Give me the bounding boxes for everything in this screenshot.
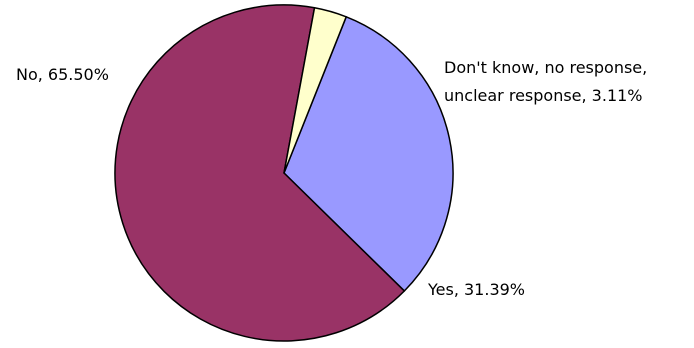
pie-slice-yes [283, 16, 454, 292]
slice-label-yes: Yes, 31.39% [427, 280, 525, 299]
pie-slice-dont-know [283, 7, 347, 174]
slice-label-dont-know: Don't know, no response, unclear respons… [444, 58, 652, 105]
pie-slices [114, 4, 454, 342]
slice-label-no: No, 65.50% [16, 65, 109, 84]
slice-label-dont-know-line-2: unclear response, 3.11% [444, 86, 643, 105]
pie-labels: Yes, 31.39% No, 65.50% Don't know, no re… [16, 58, 652, 299]
slice-label-dont-know-line-1: Don't know, no response, [444, 58, 647, 77]
pie-slice-no [114, 4, 406, 342]
